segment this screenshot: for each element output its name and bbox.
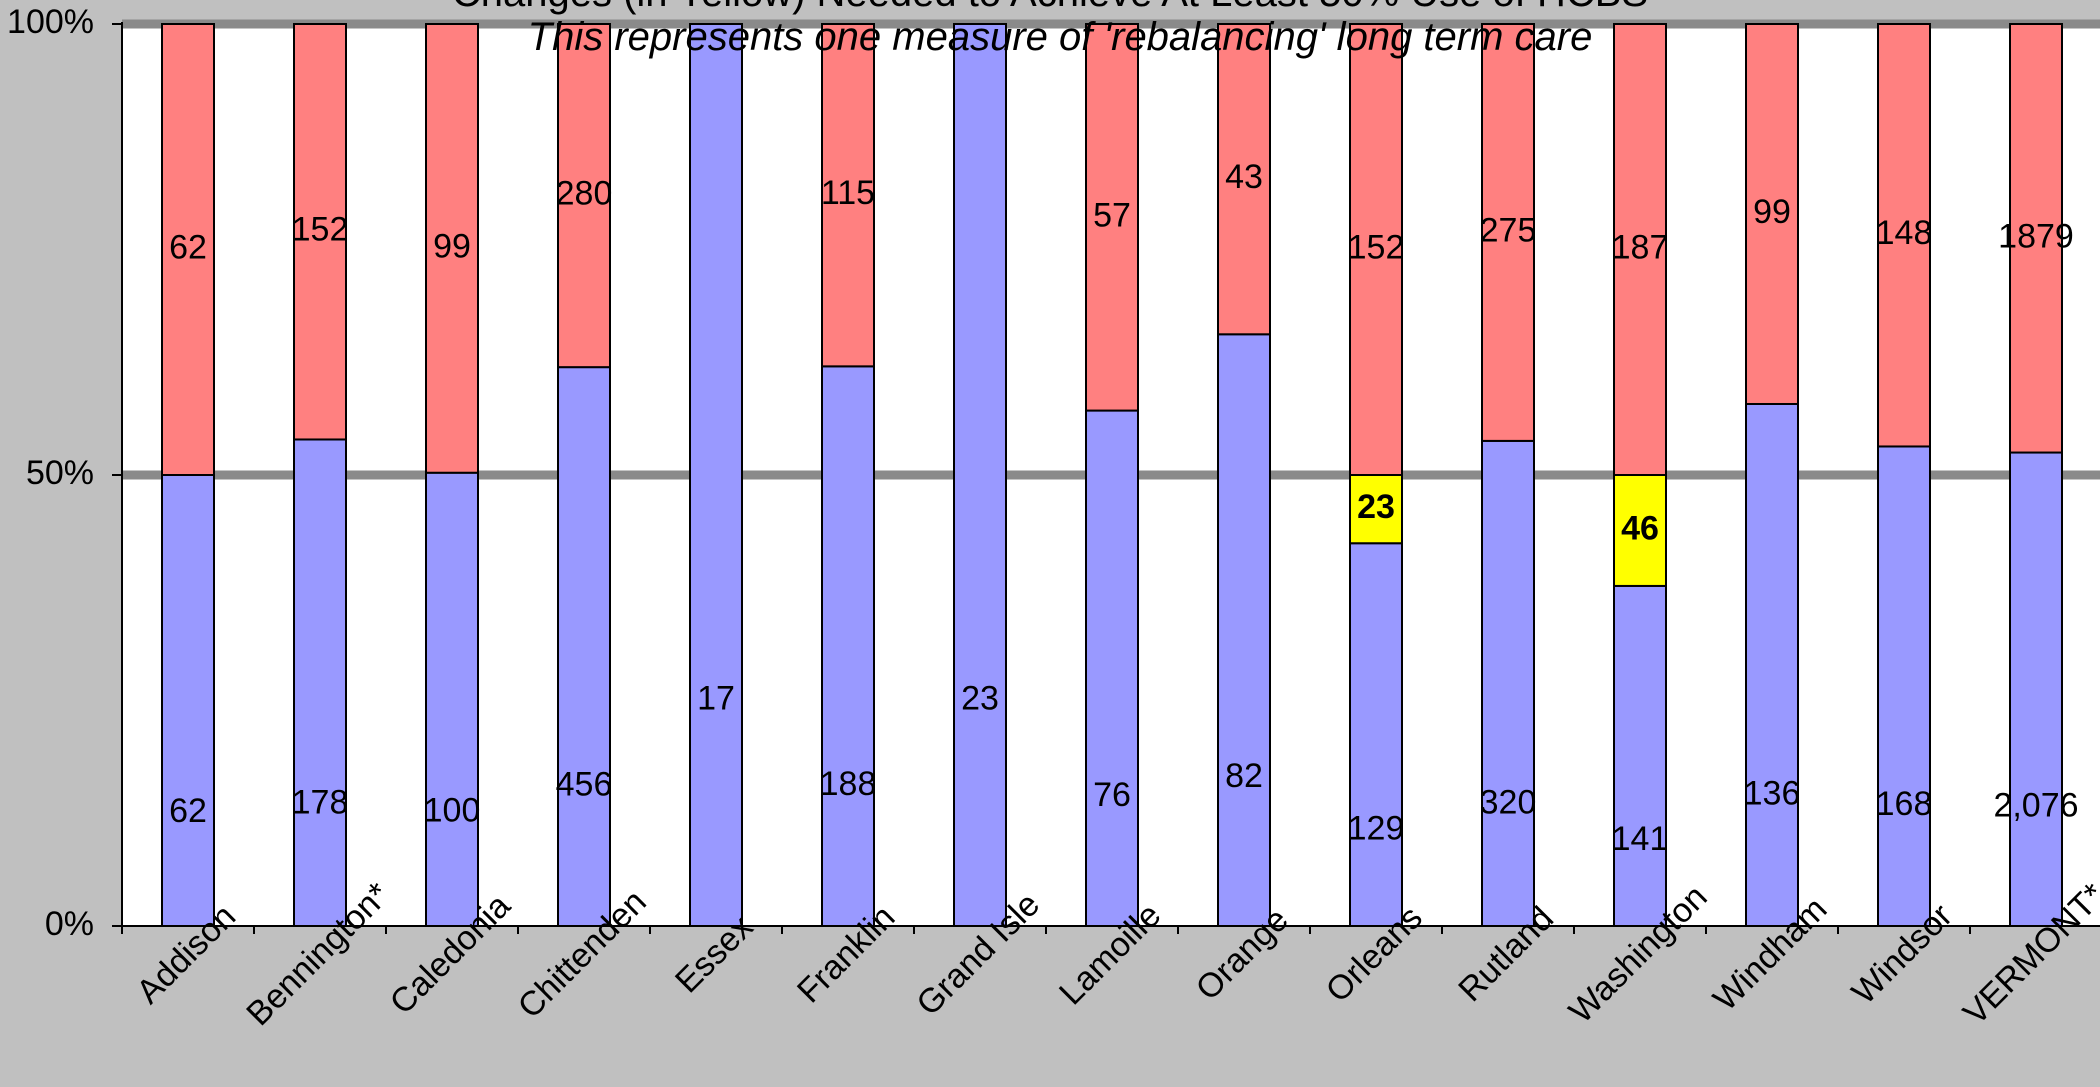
bar-lamoille-series-2 — [1085, 23, 1139, 412]
y-tick-label: 50% — [26, 454, 94, 492]
data-label: 168 — [1876, 785, 1933, 823]
bar-bennington--series-2 — [293, 23, 347, 441]
data-label: 456 — [556, 765, 613, 803]
bar-windham-series-0 — [1745, 402, 1799, 927]
chart-titles: Changes (in Yellow) Needed to Achieve At… — [452, 0, 1648, 59]
data-label: 43 — [1225, 158, 1263, 196]
bar-washington-series-0 — [1613, 584, 1667, 927]
data-label: 188 — [820, 765, 877, 803]
data-label: 82 — [1225, 757, 1263, 795]
bar-caledonia-series-0 — [425, 471, 479, 927]
y-tick-label: 100% — [7, 3, 94, 41]
data-label: 178 — [292, 783, 349, 821]
data-label: 23 — [961, 679, 999, 717]
bar-essex-series-0 — [689, 23, 743, 927]
bar-windham-series-2 — [1745, 23, 1799, 405]
data-label: 76 — [1093, 776, 1131, 814]
data-label: 152 — [292, 211, 349, 249]
bar-orleans-series-0 — [1349, 542, 1403, 927]
bar-vermont--series-2 — [2009, 23, 2063, 454]
data-label: 62 — [169, 792, 207, 830]
chart-title: Changes (in Yellow) Needed to Achieve At… — [452, 0, 1648, 15]
bar-addison-series-2 — [161, 23, 215, 476]
bar-orleans-series-2 — [1349, 23, 1403, 476]
data-label: 136 — [1744, 774, 1801, 812]
bar-chittenden-series-0 — [557, 366, 611, 927]
bar-orange-series-0 — [1217, 333, 1271, 927]
data-label: 2,076 — [1993, 787, 2078, 825]
bar-rutland-series-0 — [1481, 439, 1535, 927]
bar-franklin-series-2 — [821, 23, 875, 368]
data-label: 100 — [424, 792, 481, 830]
data-label: 99 — [1753, 193, 1791, 231]
bar-chittenden-series-2 — [557, 23, 611, 369]
y-tick-label: 0% — [45, 905, 94, 943]
bar-addison-series-0 — [161, 474, 215, 927]
data-label: 115 — [821, 174, 875, 212]
data-label: 46 — [1621, 509, 1659, 547]
chart-subtitle: This represents one measure of 'rebalanc… — [528, 15, 1593, 59]
data-label: 57 — [1093, 196, 1131, 234]
data-label: 99 — [433, 227, 471, 265]
bar-vermont--series-0 — [2009, 451, 2063, 927]
data-label: 141 — [1612, 820, 1669, 858]
bar-grand-isle-series-0 — [953, 23, 1007, 927]
data-label: 1879 — [1998, 217, 2074, 255]
data-label: 152 — [1348, 228, 1405, 266]
data-label: 129 — [1348, 809, 1405, 847]
bar-orange-series-2 — [1217, 23, 1271, 336]
data-label: 23 — [1357, 488, 1395, 526]
bar-orleans-series-1 — [1349, 474, 1403, 545]
data-label: 320 — [1480, 784, 1537, 822]
bars: 62 62 178 152 100 99 456 280 17 188 115 23 76 57 82 43 1… — [161, 23, 2079, 928]
bar-franklin-series-0 — [821, 365, 875, 927]
bar-windsor-series-2 — [1877, 23, 1931, 448]
data-label: 17 — [697, 679, 735, 717]
bar-lamoille-series-0 — [1085, 409, 1139, 928]
data-label: 275 — [1480, 211, 1537, 249]
data-label: 148 — [1876, 214, 1933, 252]
data-label: 280 — [556, 175, 613, 213]
bar-rutland-series-2 — [1481, 23, 1535, 442]
bar-windsor-series-0 — [1877, 445, 1931, 927]
bar-washington-series-2 — [1613, 23, 1667, 476]
bar-bennington--series-0 — [293, 438, 347, 927]
data-label: 62 — [169, 228, 207, 266]
bar-caledonia-series-2 — [425, 23, 479, 474]
data-label: 187 — [1612, 228, 1669, 266]
